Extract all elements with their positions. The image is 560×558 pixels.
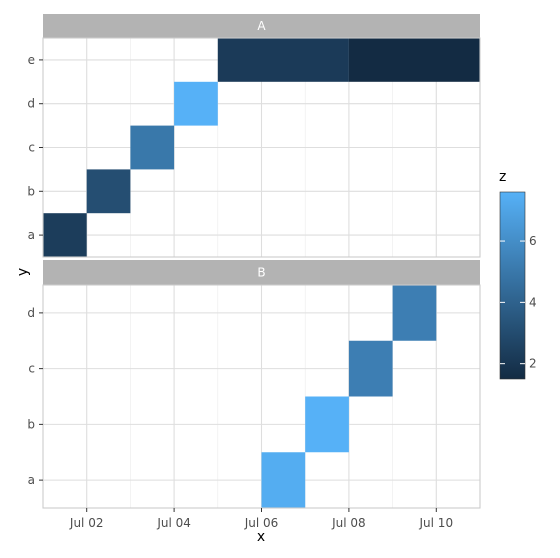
- heatmap-tile: [392, 285, 437, 341]
- facet-panel: Ba b c d: [27, 260, 481, 509]
- y-tick-label: d: [27, 97, 35, 111]
- heatmap-tile: [217, 38, 349, 82]
- y-tick-label: b: [27, 417, 35, 431]
- facet-strip: [43, 260, 480, 285]
- legend-tick-label: 6: [529, 234, 537, 248]
- y-tick-label: a: [28, 473, 35, 487]
- facet-strip-label: A: [257, 19, 266, 33]
- heatmap-tile: [348, 340, 393, 397]
- legend-colorbar: [499, 191, 526, 380]
- x-tick-label: Jul 10: [419, 516, 454, 530]
- facet-strip: [43, 14, 480, 38]
- heatmap-tile: [348, 38, 480, 82]
- x-axis: Jul 02 Jul 04 Jul 06 Jul 08 Jul 10: [69, 508, 453, 530]
- legend: z 2 4 6: [499, 169, 537, 380]
- facet-panel: Aa b c d e: [27, 14, 481, 258]
- heatmap-tile: [86, 169, 131, 214]
- heatmap-tile: [130, 125, 175, 170]
- y-axis-title: y: [15, 268, 31, 276]
- y-tick-label: c: [28, 362, 35, 376]
- heatmap-tile: [174, 81, 218, 126]
- y-tick-label: e: [28, 53, 35, 67]
- legend-tick-label: 2: [529, 357, 537, 371]
- panels-layer: Aa b c d e Ba b c d Jul 02 Jul 04 Jul 06 Jul 08 Jul 1…: [27, 14, 481, 530]
- heatmap-tile: [43, 213, 87, 257]
- legend-tick-label: 4: [529, 295, 537, 309]
- x-tick-label: Jul 08: [331, 516, 366, 530]
- legend-title: z: [499, 169, 506, 185]
- x-tick-label: Jul 06: [244, 516, 279, 530]
- x-tick-label: Jul 04: [156, 516, 191, 530]
- facet-strip-label: B: [257, 266, 265, 280]
- y-tick-label: d: [27, 306, 35, 320]
- x-axis-title: x: [257, 529, 265, 545]
- x-tick-label: Jul 02: [69, 516, 104, 530]
- heatmap-tile: [261, 452, 306, 508]
- legend-ticks: 2 4 6: [500, 234, 537, 371]
- y-tick-label: b: [27, 184, 35, 198]
- y-tick-label: a: [28, 228, 35, 242]
- heatmap-tile: [305, 396, 349, 453]
- y-tick-label: c: [28, 141, 35, 155]
